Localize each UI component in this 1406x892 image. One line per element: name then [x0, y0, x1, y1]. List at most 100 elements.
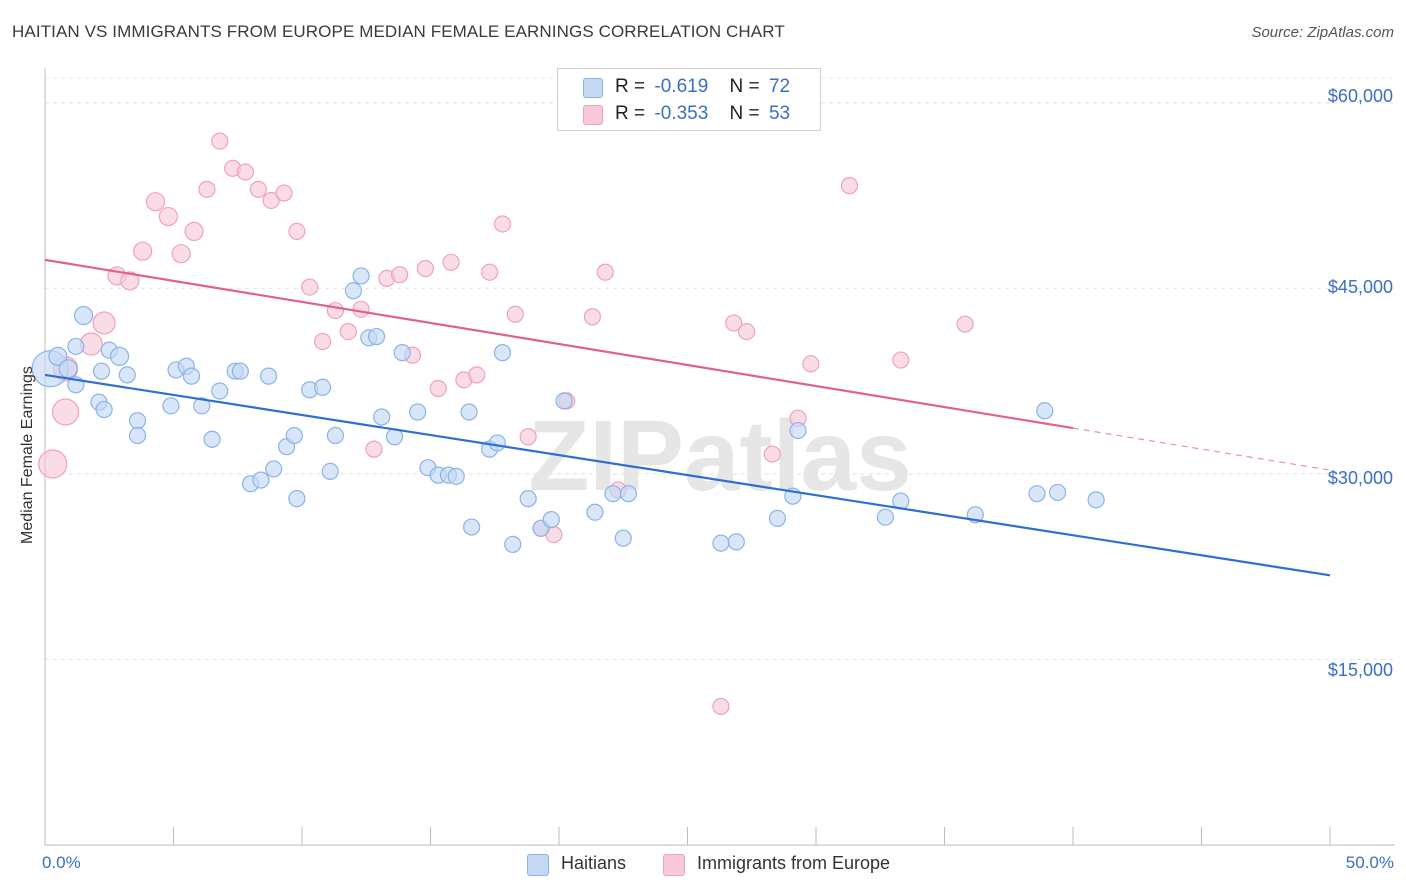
- data-point: [373, 408, 391, 426]
- data-point: [712, 534, 730, 552]
- chart-title: HAITIAN VS IMMIGRANTS FROM EUROPE MEDIAN…: [12, 22, 785, 41]
- data-point: [128, 412, 147, 430]
- data-point: [542, 511, 560, 529]
- data-point: [727, 533, 745, 551]
- data-point: [326, 426, 345, 445]
- data-point: [429, 379, 447, 398]
- data-point: [555, 392, 573, 410]
- legend-n-value: 72: [768, 76, 791, 97]
- x-tick-label: 50.0%: [1345, 853, 1394, 872]
- legend-swatch: [663, 854, 685, 876]
- data-point: [198, 180, 216, 198]
- legend-swatch: [527, 854, 549, 876]
- legend-r-label: R =: [615, 103, 646, 124]
- data-point: [252, 471, 270, 489]
- data-point: [596, 263, 614, 281]
- data-point: [463, 518, 481, 536]
- data-point: [365, 440, 383, 458]
- data-point: [259, 367, 278, 385]
- data-point: [1048, 483, 1067, 502]
- data-point: [586, 503, 604, 521]
- source-label: Source: ZipAtlas.com: [1251, 24, 1394, 41]
- data-point: [468, 366, 486, 384]
- legend-r-label: R =: [615, 76, 646, 97]
- legend-r-value: -0.619: [654, 76, 709, 97]
- data-point: [391, 266, 409, 284]
- legend-n-value: 53: [768, 103, 791, 124]
- data-point: [352, 267, 370, 285]
- data-point: [211, 132, 229, 150]
- data-point: [301, 278, 319, 296]
- data-point: [262, 191, 280, 210]
- data-point: [58, 359, 78, 379]
- data-point: [416, 259, 434, 278]
- x-tick-label: 0.0%: [42, 853, 81, 872]
- data-point: [275, 184, 293, 202]
- series-haitians-points: [31, 267, 1105, 553]
- data-point: [92, 362, 111, 380]
- legend-n-label: N =: [729, 103, 760, 124]
- data-point: [393, 344, 411, 362]
- trend-line: [44, 373, 1331, 577]
- data-point: [367, 327, 386, 346]
- trend-line: [44, 258, 1074, 430]
- data-point: [840, 177, 859, 195]
- trend-lines: [44, 258, 1331, 577]
- data-point: [313, 332, 332, 351]
- data-point: [288, 222, 306, 240]
- data-point: [447, 467, 465, 485]
- data-point: [73, 305, 94, 326]
- data-point: [619, 485, 637, 503]
- data-point: [460, 403, 478, 421]
- data-point: [162, 397, 180, 415]
- data-point: [203, 430, 221, 448]
- data-point: [493, 344, 512, 362]
- legend-label: Haitians: [561, 853, 627, 873]
- legend-swatch: [583, 78, 603, 98]
- trend-line-extension: [1072, 427, 1331, 471]
- data-point: [38, 449, 68, 479]
- data-point: [92, 311, 116, 335]
- data-point: [184, 221, 204, 241]
- y-tick-label: $60,000: [1327, 86, 1393, 106]
- data-point: [802, 355, 820, 373]
- data-point: [519, 490, 537, 508]
- data-point: [313, 378, 332, 396]
- data-point: [171, 244, 191, 264]
- data-point: [339, 323, 357, 341]
- data-point: [506, 305, 524, 323]
- data-point: [738, 323, 756, 341]
- data-point: [67, 337, 85, 356]
- legend-r-value: -0.353: [654, 103, 709, 124]
- data-point: [1028, 485, 1046, 503]
- y-axis-label: Median Female Earnings: [19, 366, 36, 544]
- data-point: [344, 282, 362, 300]
- legend-n-label: N =: [729, 76, 760, 97]
- data-point: [265, 460, 283, 478]
- y-tick-label: $15,000: [1327, 660, 1393, 680]
- data-point: [352, 300, 370, 318]
- data-point: [604, 485, 622, 503]
- data-point: [109, 346, 130, 366]
- data-point: [326, 301, 345, 320]
- data-point: [504, 535, 522, 553]
- data-point: [1036, 402, 1054, 420]
- watermark: ZIPatlas: [528, 400, 912, 512]
- data-point: [236, 163, 255, 181]
- data-point: [789, 421, 807, 440]
- data-point: [95, 400, 113, 419]
- data-point: [614, 529, 632, 547]
- data-point: [120, 271, 140, 291]
- data-point: [321, 462, 339, 480]
- data-point: [285, 426, 303, 445]
- data-point: [488, 434, 506, 452]
- y-tick-label: $30,000: [1327, 468, 1393, 488]
- data-point: [583, 308, 602, 326]
- data-point: [182, 367, 201, 385]
- data-point: [288, 490, 306, 508]
- data-point: [118, 366, 136, 384]
- data-point: [725, 314, 743, 332]
- data-point: [442, 253, 460, 271]
- y-tick-label: $45,000: [1327, 277, 1393, 297]
- data-point: [481, 263, 499, 281]
